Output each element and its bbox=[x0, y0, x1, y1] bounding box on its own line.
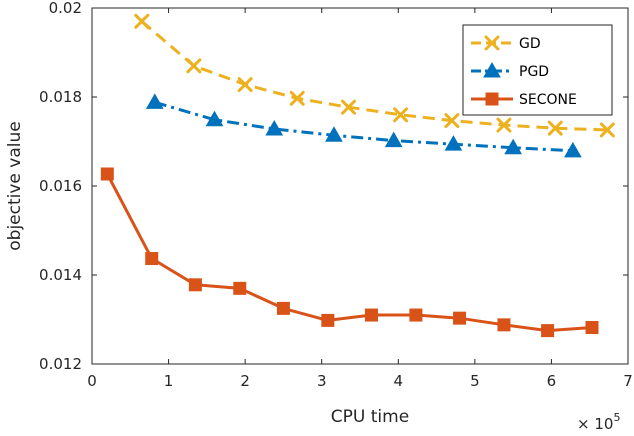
x-axis-exponent-power: 5 bbox=[613, 411, 620, 424]
x-tick-label: 7 bbox=[623, 372, 633, 390]
data-point-pgd bbox=[325, 126, 343, 142]
data-point-gd bbox=[599, 122, 615, 138]
x-axis-exponent: × 105 bbox=[577, 411, 620, 433]
legend-label-pgd: PGD bbox=[519, 64, 549, 80]
legend-entry-pgd: PGD bbox=[471, 61, 549, 80]
legend-marker-pgd bbox=[483, 61, 501, 78]
data-point-secone bbox=[453, 311, 467, 325]
x-tick-label: 5 bbox=[470, 372, 480, 390]
legend-marker-secone bbox=[485, 92, 499, 106]
data-point-gd bbox=[547, 120, 563, 136]
data-point-gd bbox=[444, 113, 460, 129]
data-point-gd bbox=[134, 13, 150, 29]
data-point-pgd bbox=[504, 138, 523, 155]
y-tick-label: 0.012 bbox=[39, 355, 82, 373]
data-point-pgd bbox=[205, 110, 224, 127]
x-tick-label: 4 bbox=[394, 372, 404, 390]
data-point-secone bbox=[233, 281, 247, 295]
y-tick-label: 0.02 bbox=[49, 0, 82, 17]
data-point-secone bbox=[188, 278, 202, 292]
data-point-pgd bbox=[384, 131, 403, 148]
data-point-gd bbox=[237, 77, 253, 93]
x-tick-label: 1 bbox=[164, 372, 174, 390]
data-point-gd bbox=[496, 117, 512, 133]
data-point-secone bbox=[409, 308, 423, 322]
data-point-secone bbox=[321, 313, 335, 327]
data-point-secone bbox=[100, 167, 114, 181]
series-secone bbox=[100, 167, 599, 338]
y-tick-label: 0.014 bbox=[39, 266, 82, 284]
series-pgd bbox=[145, 93, 582, 158]
legend-marker-gd bbox=[484, 35, 500, 51]
legend-entry-gd: GD bbox=[471, 35, 541, 52]
legend-label-gd: GD bbox=[519, 36, 541, 52]
series-line-gd bbox=[140, 20, 608, 132]
x-axis-label: CPU time bbox=[331, 407, 409, 427]
x-tick-label: 0 bbox=[87, 372, 97, 390]
x-tick-label: 2 bbox=[240, 372, 250, 390]
data-point-pgd bbox=[265, 120, 284, 136]
legend: GD PGD SECONE bbox=[462, 24, 613, 116]
legend-label-secone: SECONE bbox=[519, 92, 577, 108]
x-axis-exponent-base: × 10 bbox=[577, 415, 613, 433]
axes: 0 1 2 3 4 5 6 7 0.012 0.014 0.016 0.018 0.02 bbox=[39, 0, 633, 390]
series-gd bbox=[134, 13, 615, 138]
x-tick-label: 3 bbox=[317, 372, 327, 390]
data-point-secone bbox=[585, 321, 599, 335]
data-point-secone bbox=[276, 301, 290, 315]
data-point-gd bbox=[341, 99, 357, 115]
y-tick-label: 0.016 bbox=[39, 177, 82, 195]
series-line-pgd bbox=[154, 100, 573, 153]
data-point-pgd bbox=[444, 135, 463, 151]
series-layer bbox=[100, 13, 615, 338]
y-axis-label: objective value bbox=[5, 121, 25, 250]
x-tick-label: 6 bbox=[547, 372, 557, 390]
data-point-secone bbox=[145, 252, 159, 266]
data-point-secone bbox=[364, 308, 378, 322]
data-point-secone bbox=[541, 324, 555, 338]
series-line-secone bbox=[105, 173, 593, 333]
legend-entry-secone: SECONE bbox=[471, 92, 577, 108]
data-point-pgd bbox=[145, 93, 164, 109]
y-tick-label: 0.018 bbox=[39, 88, 82, 106]
data-point-secone bbox=[497, 318, 511, 332]
data-point-gd bbox=[186, 58, 202, 74]
data-point-pgd bbox=[564, 141, 582, 158]
data-point-gd bbox=[393, 107, 409, 123]
data-point-gd bbox=[289, 90, 305, 106]
